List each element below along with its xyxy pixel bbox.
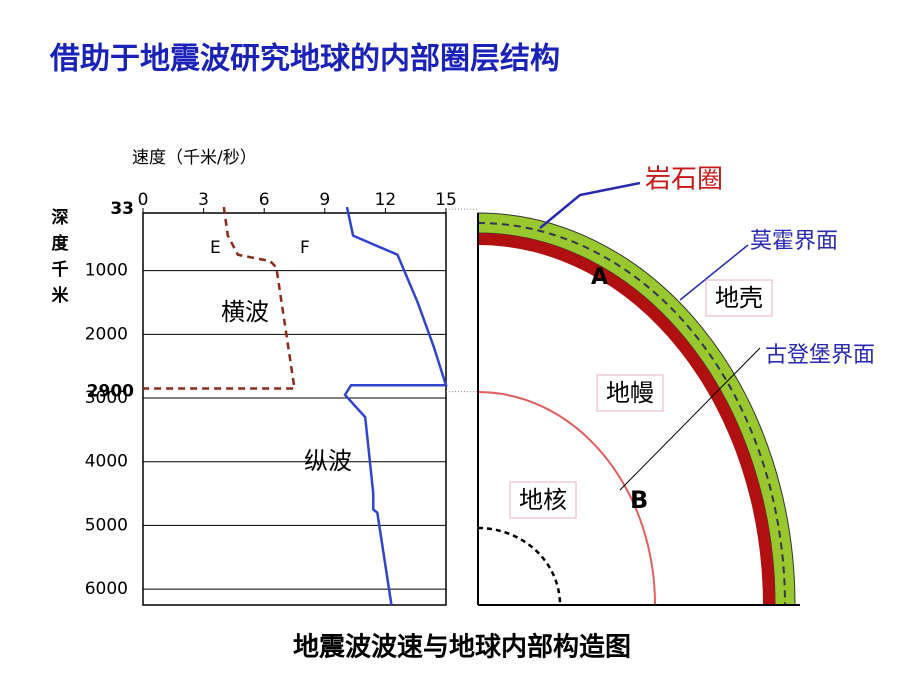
marked-depth-label: 2900: [87, 382, 134, 402]
diagram-label: 岩石圈: [645, 165, 723, 195]
y-tick-label: 4000: [85, 452, 128, 472]
series-line: [143, 206, 296, 390]
y-axis-title: 深度千米: [52, 207, 70, 306]
x-tick-label: 9: [319, 190, 330, 210]
x-axis-title: 速度（千米/秒）: [132, 148, 257, 168]
x-tick-label: 12: [375, 190, 397, 210]
y-tick-label: 3000: [85, 388, 128, 408]
x-tick-label: 3: [198, 190, 209, 210]
x-tick-label: 6: [259, 190, 270, 210]
diagram-label: 莫霍界面: [750, 229, 838, 254]
diagram-label: 古登堡界面: [765, 343, 875, 368]
x-tick-label: 0: [138, 190, 149, 210]
y-tick-label: 1000: [85, 261, 128, 281]
diagram-label: 地核: [519, 486, 567, 514]
annotation: E: [210, 238, 221, 258]
y-tick-label: 6000: [85, 579, 128, 599]
plot-frame: [142, 212, 447, 606]
earth-diagram: [477, 181, 800, 606]
series-label: 横波: [221, 298, 269, 326]
series-line: [343, 206, 448, 606]
diagram-label: 地壳: [715, 284, 763, 312]
series-label: 纵波: [304, 447, 352, 475]
slide-title: 借助于地震波研究地球的内部圈层结构: [49, 42, 560, 77]
diagram-label: A: [591, 265, 608, 290]
y-tick-label: 2000: [85, 324, 128, 344]
x-tick-label: 15: [435, 190, 457, 210]
diagram-label: B: [630, 486, 648, 514]
y-tick-label: 5000: [85, 515, 128, 535]
caption: 地震波波速与地球内部构造图: [293, 633, 631, 663]
annotation: F: [300, 238, 310, 258]
marked-depth-label: 33: [110, 199, 134, 219]
diagram-label: 地幔: [606, 379, 654, 407]
